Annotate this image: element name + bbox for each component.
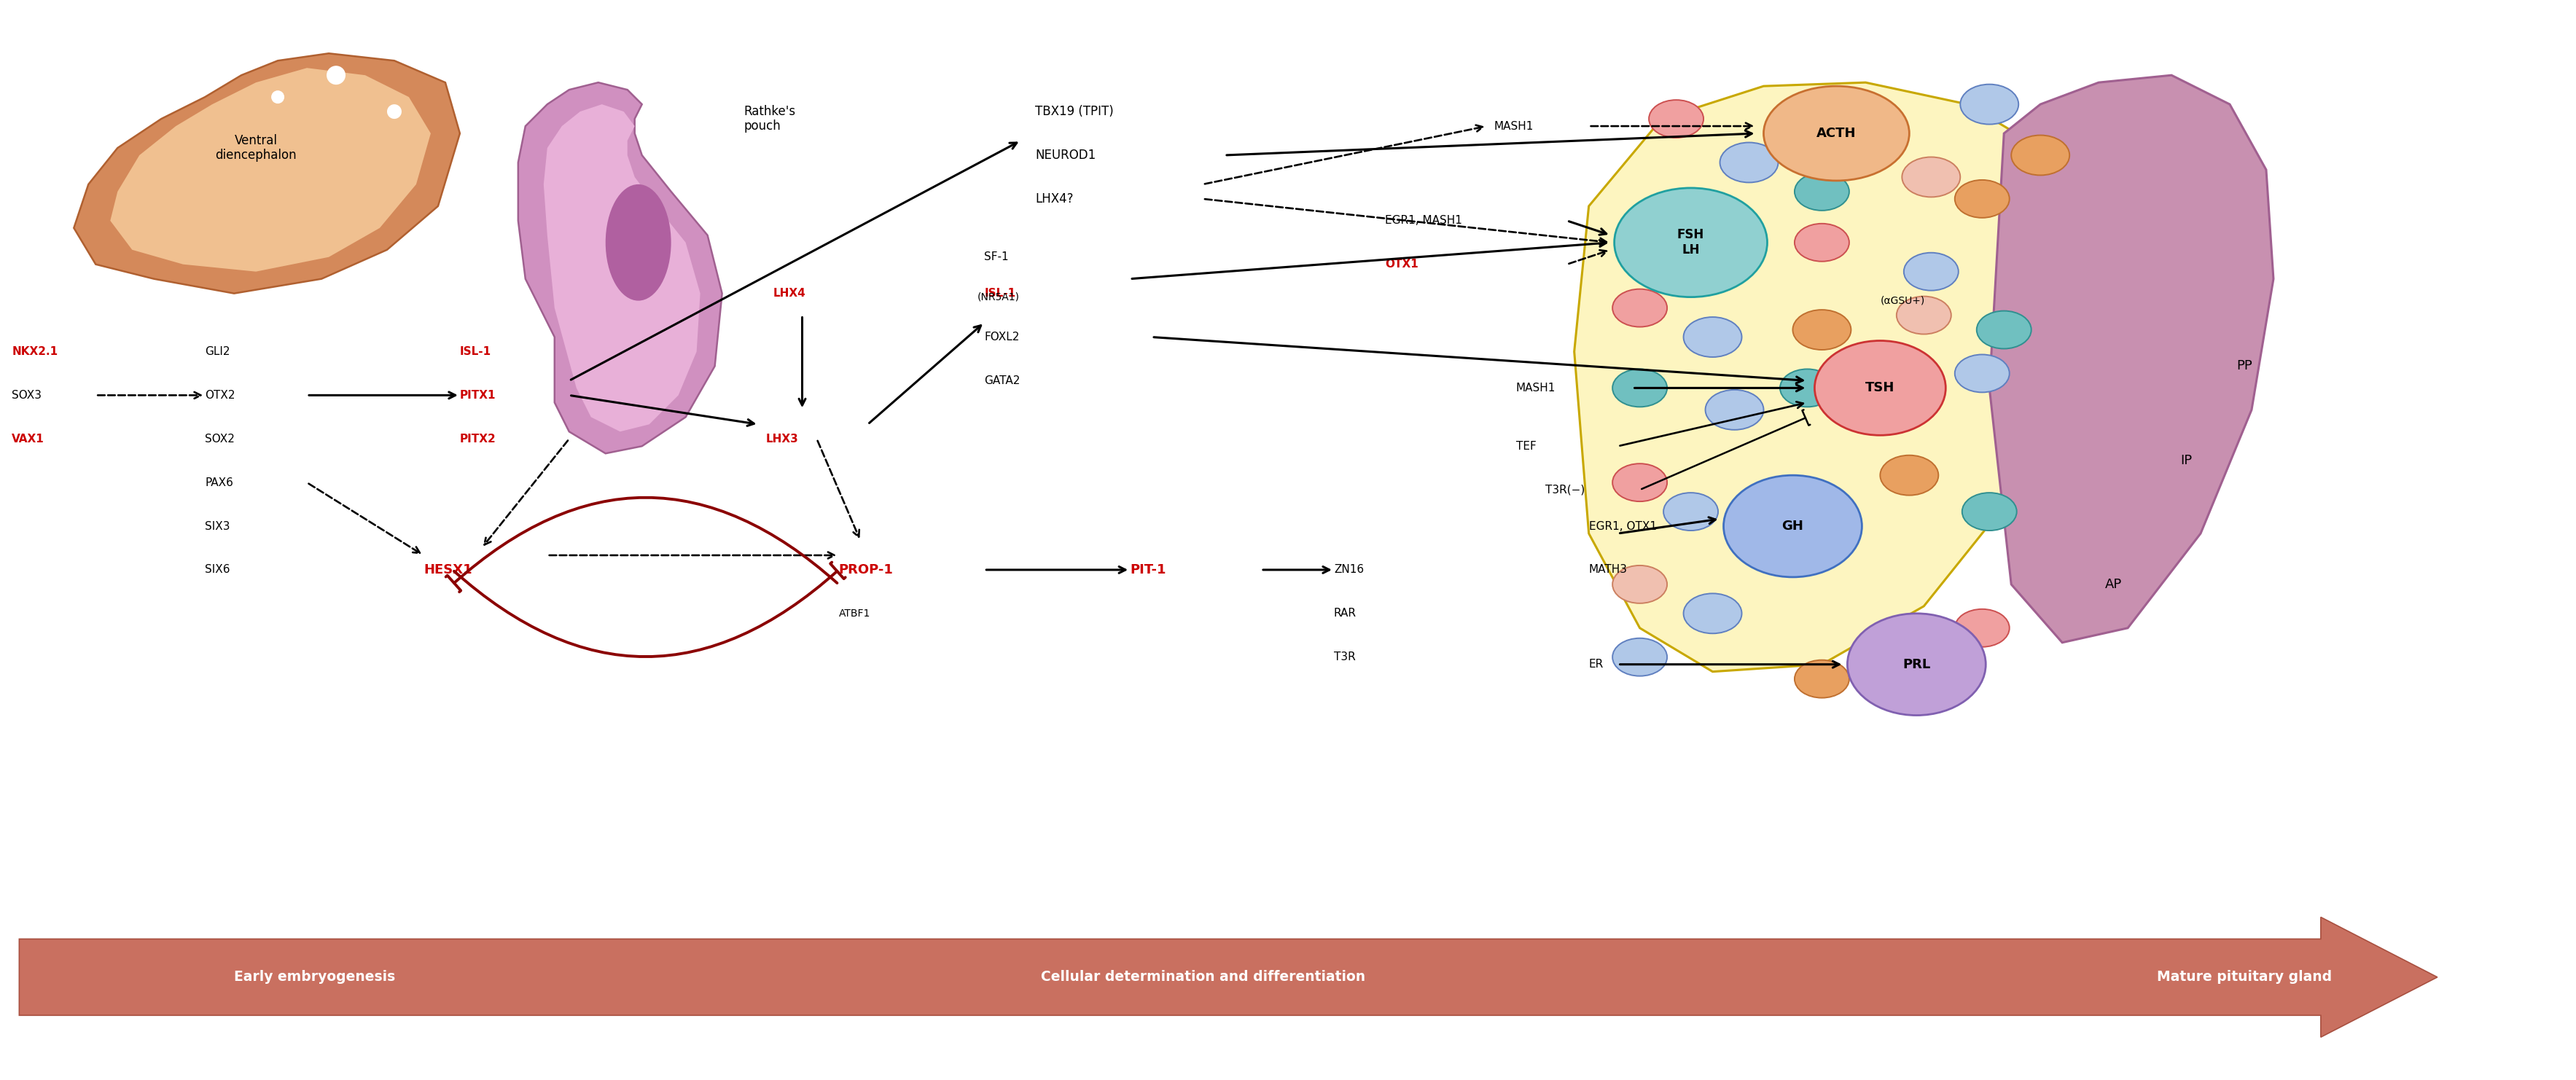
Ellipse shape	[1896, 296, 1950, 334]
Text: GLI2: GLI2	[206, 347, 229, 357]
Ellipse shape	[1723, 475, 1862, 577]
Text: OTX1: OTX1	[1386, 259, 1419, 270]
Ellipse shape	[1904, 253, 1958, 291]
Text: EGR1, OTX1: EGR1, OTX1	[1589, 521, 1656, 531]
Text: SOX2: SOX2	[206, 433, 234, 444]
Ellipse shape	[1613, 566, 1667, 604]
Text: (NR5A1): (NR5A1)	[976, 292, 1020, 302]
Text: OTX2: OTX2	[206, 390, 234, 401]
Text: PP: PP	[2236, 360, 2251, 373]
Ellipse shape	[1615, 188, 1767, 297]
Text: RAR: RAR	[1334, 608, 1358, 619]
Polygon shape	[518, 82, 721, 454]
Circle shape	[270, 91, 283, 104]
Ellipse shape	[1795, 224, 1850, 261]
FancyArrow shape	[18, 917, 2437, 1037]
Ellipse shape	[1814, 340, 1945, 435]
Ellipse shape	[1901, 157, 1960, 197]
Text: PROP-1: PROP-1	[840, 564, 894, 577]
Polygon shape	[1574, 82, 2076, 672]
Text: AP: AP	[2105, 578, 2123, 591]
Text: Cellular determination and differentiation: Cellular determination and differentiati…	[1041, 970, 1365, 984]
Text: TBX19 (TPIT): TBX19 (TPIT)	[1036, 105, 1113, 118]
Ellipse shape	[1955, 180, 2009, 218]
Ellipse shape	[1685, 594, 1741, 634]
Text: LHX3: LHX3	[765, 433, 799, 444]
Text: T3R: T3R	[1334, 651, 1355, 662]
Ellipse shape	[1613, 369, 1667, 407]
Text: SOX3: SOX3	[13, 390, 41, 401]
Text: ISL-1: ISL-1	[461, 347, 492, 357]
Text: Rathke's
pouch: Rathke's pouch	[744, 105, 796, 133]
Ellipse shape	[1795, 660, 1850, 698]
Text: PIT-1: PIT-1	[1131, 564, 1167, 577]
Circle shape	[386, 105, 402, 119]
Polygon shape	[75, 53, 461, 294]
Text: ZN16: ZN16	[1334, 565, 1363, 576]
Text: SF-1: SF-1	[984, 252, 1010, 262]
Ellipse shape	[1613, 463, 1667, 501]
Text: GH: GH	[1783, 519, 1803, 532]
Ellipse shape	[1963, 492, 2017, 530]
Ellipse shape	[1649, 100, 1703, 138]
Text: LHX4?: LHX4?	[1036, 192, 1074, 205]
Text: ACTH: ACTH	[1816, 126, 1857, 140]
Text: MATH3: MATH3	[1589, 565, 1628, 576]
Text: VAX1: VAX1	[13, 433, 44, 444]
Text: PITX1: PITX1	[461, 390, 497, 401]
Text: NKX2.1: NKX2.1	[13, 347, 57, 357]
Text: GATA2: GATA2	[984, 375, 1020, 387]
Text: T3R(−): T3R(−)	[1546, 484, 1584, 496]
Text: Ventral
diencephalon: Ventral diencephalon	[216, 134, 296, 162]
Text: MASH1: MASH1	[1515, 382, 1556, 393]
Text: ISL-1: ISL-1	[984, 288, 1015, 299]
Text: FSH
LH: FSH LH	[1677, 228, 1705, 257]
Polygon shape	[1989, 76, 2275, 643]
Ellipse shape	[1847, 613, 1986, 715]
Ellipse shape	[1793, 310, 1852, 350]
Text: (αGSU+): (αGSU+)	[1880, 296, 1924, 306]
Text: TEF: TEF	[1515, 441, 1535, 451]
Text: FOXL2: FOXL2	[984, 332, 1020, 342]
Text: SIX3: SIX3	[206, 521, 229, 531]
Text: Mature pituitary gland: Mature pituitary gland	[2156, 970, 2331, 984]
Text: EGR1, MASH1: EGR1, MASH1	[1386, 215, 1463, 226]
Ellipse shape	[1685, 318, 1741, 357]
Text: PAX6: PAX6	[206, 477, 234, 488]
Text: LHX4: LHX4	[773, 288, 806, 299]
Ellipse shape	[1795, 173, 1850, 211]
Ellipse shape	[1976, 311, 2032, 349]
Text: PITX2: PITX2	[461, 433, 497, 444]
Ellipse shape	[1904, 675, 1958, 713]
Text: HESX1: HESX1	[422, 564, 471, 577]
Text: ATBF1: ATBF1	[840, 608, 871, 619]
Ellipse shape	[1765, 86, 1909, 180]
Ellipse shape	[1960, 84, 2020, 124]
Ellipse shape	[1705, 390, 1765, 430]
Ellipse shape	[2012, 135, 2069, 175]
Ellipse shape	[1955, 609, 2009, 647]
Polygon shape	[111, 68, 430, 271]
Ellipse shape	[1721, 143, 1777, 183]
Text: NEUROD1: NEUROD1	[1036, 149, 1095, 162]
Ellipse shape	[1880, 456, 1937, 496]
Text: TSH: TSH	[1865, 381, 1896, 394]
Text: SIX6: SIX6	[206, 565, 229, 576]
Text: Early embryogenesis: Early embryogenesis	[234, 970, 394, 984]
Text: IP: IP	[2179, 455, 2192, 468]
Text: PRL: PRL	[1904, 658, 1929, 671]
Ellipse shape	[605, 185, 672, 300]
Ellipse shape	[1664, 492, 1718, 530]
Polygon shape	[544, 105, 701, 432]
Text: ER: ER	[1589, 659, 1605, 670]
Ellipse shape	[1955, 354, 2009, 392]
Text: MASH1: MASH1	[1494, 121, 1533, 132]
Ellipse shape	[1613, 638, 1667, 676]
Ellipse shape	[1613, 289, 1667, 327]
Circle shape	[327, 66, 345, 84]
Ellipse shape	[1780, 369, 1834, 407]
